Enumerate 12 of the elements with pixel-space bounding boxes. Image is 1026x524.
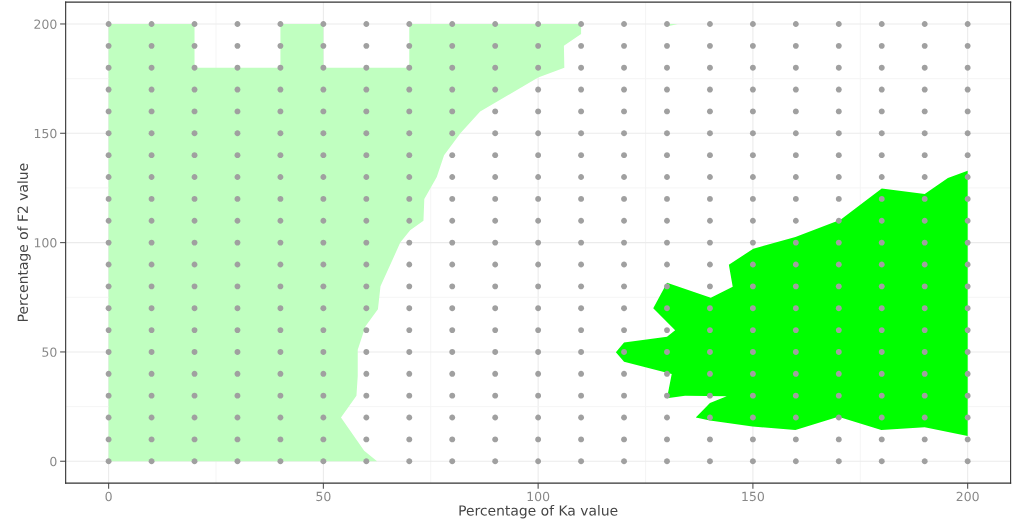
x-tick-label: 100 bbox=[527, 491, 550, 502]
x-tick-label: 200 bbox=[956, 491, 979, 502]
y-tick-label: 0 bbox=[50, 456, 57, 467]
y-axis-title: Percentage of F2 value bbox=[17, 163, 31, 322]
y-tick-label: 100 bbox=[34, 238, 57, 248]
x-tick-label: 50 bbox=[316, 491, 331, 502]
y-tick-label: 50 bbox=[42, 347, 57, 357]
x-axis-title: Percentage of Ka value bbox=[459, 504, 618, 519]
y-tick-label: 200 bbox=[34, 19, 57, 29]
y-tick-label: 150 bbox=[34, 128, 57, 139]
x-tick-label: 0 bbox=[105, 491, 112, 502]
x-tick-label: 150 bbox=[742, 491, 764, 502]
